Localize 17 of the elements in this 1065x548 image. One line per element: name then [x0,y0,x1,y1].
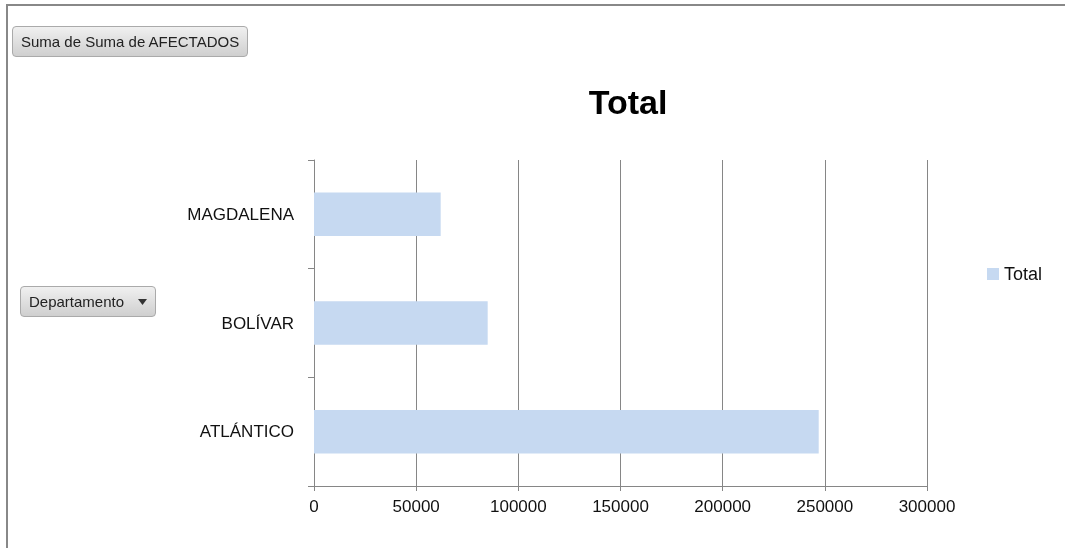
x-tick-label: 150000 [592,497,649,516]
x-tick-label: 300000 [898,497,956,516]
x-tick-label: 100000 [489,497,547,516]
x-tick-label: 200000 [694,497,752,516]
x-tick-label: 0 [309,497,319,516]
legend-label: Total [1003,264,1043,284]
chart-title: Total [588,83,668,121]
bar [314,301,488,345]
bar [314,192,441,237]
y-tick-label: MAGDALENA [187,204,295,224]
y-tick-label: BOLÍVAR [221,313,294,333]
y-tick-label: ATLÁNTICO [199,422,294,442]
x-tick-label: 250000 [796,497,854,516]
bar [314,409,819,454]
x-tick-label: 50000 [392,497,440,516]
y-axis-title: Departamento [29,293,125,310]
text: Suma de Suma de AFECTADOS [12,26,249,57]
